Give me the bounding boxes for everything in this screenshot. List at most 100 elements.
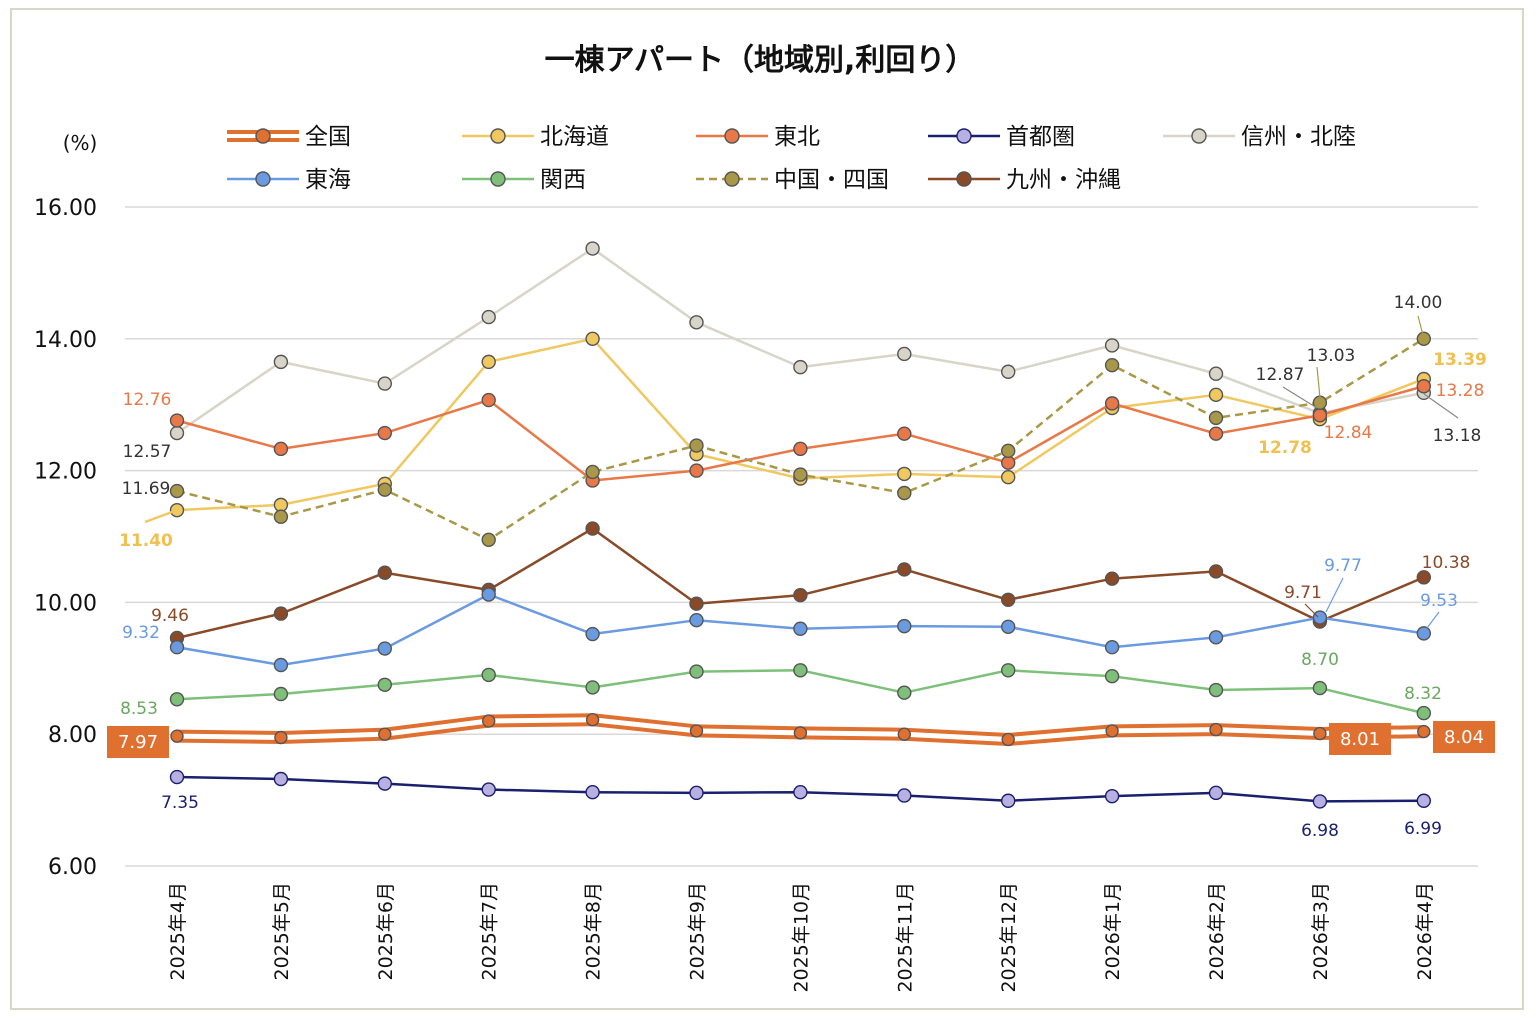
data-label: 13.39 [1433,350,1487,370]
data-point [169,413,185,428]
x-tick-label: 2025年7月 [479,882,501,980]
data-point [377,776,392,791]
data-point [897,685,912,700]
leader-line [1417,315,1424,336]
legend-label: 全国 [305,124,351,150]
data-label: 13.03 [1307,346,1356,366]
data-point [897,426,912,441]
data-point [793,663,808,678]
y-tick-label: 16.00 [34,196,97,221]
data-point [377,376,392,391]
data-label: 7.35 [161,793,199,813]
data-point [1312,680,1328,696]
data-point [1104,669,1120,684]
data-point [585,241,600,256]
data-point [1208,426,1224,441]
legend-item-chugoku: 中国・四国 [696,167,889,193]
series-lines [144,241,1432,809]
data-point [481,354,496,370]
y-tick-label: 12.00 [34,460,97,485]
data-point [1312,408,1328,423]
legend-marker [255,171,271,187]
x-tick-label: 2025年8月 [583,882,605,980]
data-point [1416,331,1432,346]
data-point [273,657,289,673]
data-point [1313,726,1327,741]
data-point [1001,469,1016,485]
chart-title: 一棟アパート（地域別,利回り） [545,43,976,78]
leader-line [1325,577,1344,613]
legend-marker [956,128,972,144]
data-point [1416,705,1432,721]
data-label: 10.38 [1422,553,1471,573]
series-line [176,247,1425,435]
data-point [689,438,704,453]
data-point [897,788,912,803]
data-label: 14.00 [1394,293,1443,313]
legend-label: 北海道 [540,124,609,150]
x-axis-ticks: 2025年4月 2025年5月 2025年6月 2025年7月 2025年8月 2025年… [167,882,1436,993]
data-label: 9.53 [1420,591,1458,611]
data-point [897,466,912,482]
data-label-box [1433,721,1495,753]
x-tick-label: 2025年9月 [687,882,709,980]
data-point [585,713,600,727]
data-point [1208,785,1224,801]
x-tick-label: 2025年4月 [167,882,189,980]
data-point [793,441,808,457]
data-point [273,441,289,457]
data-point [273,497,289,513]
data-point [897,562,912,577]
legend-label: 東北 [774,124,820,150]
data-point [689,315,704,330]
data-label: 9.71 [1284,583,1322,603]
data-point [793,587,808,603]
data-label-box [1329,723,1391,755]
data-point [1208,410,1224,426]
x-tick-label: 2026年4月 [1414,882,1436,980]
data-label: 12.84 [1324,423,1373,443]
legend-item-kansai: 関西 [462,167,586,193]
data-label: 11.69 [122,479,171,499]
data-point [1001,732,1015,747]
leader-line [1423,393,1459,419]
data-point [377,425,392,441]
leader-line [1304,603,1319,618]
x-tick-label: 2025年6月 [375,882,397,980]
legend-label: 関西 [540,167,586,193]
data-point [897,727,911,741]
data-label: 7.97 [118,732,158,753]
data-point [1208,564,1224,579]
x-tick-label: 2026年1月 [1102,882,1124,980]
data-label: 13.28 [1436,381,1485,401]
data-point [1105,724,1119,738]
data-point [585,521,600,536]
legend-item-tokai: 東海 [227,167,351,193]
data-point [1209,722,1223,737]
data-point [377,641,392,656]
data-point [689,463,704,478]
data-label: 8.53 [120,699,158,719]
data-point [793,359,808,375]
leader-line [1282,386,1318,409]
legend-item-shutoken: 首都圏 [928,124,1075,150]
data-point [793,784,808,800]
data-point [793,621,808,636]
data-point [273,686,289,702]
data-point [689,724,704,738]
data-point [1001,364,1016,379]
x-tick-label: 2025年5月 [271,882,293,980]
data-point [585,464,600,480]
legend-label: 信州・北陸 [1241,124,1356,150]
data-point [377,677,392,692]
series-tokai [169,587,1432,673]
data-point [1416,570,1432,585]
legend-item-zenkoku: 全国 [227,124,351,150]
data-point [1208,682,1224,698]
data-point [378,727,392,741]
data-point [169,640,185,655]
data-point [1416,379,1432,394]
data-labels: 12.76 12.57 11.69 11.40 9.469.32 8.53 7.97 7.35… [107,293,1495,841]
data-point [170,729,184,743]
